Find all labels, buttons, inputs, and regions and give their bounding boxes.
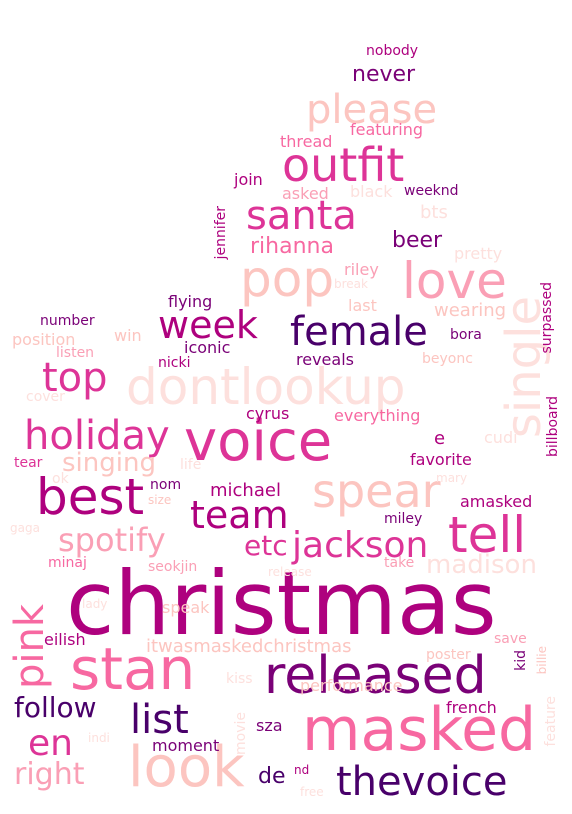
- word-last: last: [348, 296, 377, 315]
- word-please: please: [306, 87, 438, 133]
- word-lady: lady: [82, 597, 108, 611]
- word-asked: asked: [282, 184, 329, 203]
- word-thread: thread: [280, 132, 333, 151]
- word-indi: indi: [88, 731, 110, 745]
- word-christmas: christmas: [66, 552, 497, 655]
- word-spotify: spotify: [58, 521, 166, 559]
- word-never: never: [352, 62, 416, 87]
- word-release: release: [268, 565, 312, 579]
- word-reveals: reveals: [296, 350, 354, 369]
- word-everything: everything: [334, 406, 421, 425]
- word-spear: spear: [312, 464, 441, 518]
- word-sza: sza: [256, 716, 283, 735]
- word-singing: singing: [62, 448, 156, 478]
- word-right: right: [14, 757, 85, 792]
- word-cyrus: cyrus: [246, 404, 290, 423]
- word-best: best: [36, 468, 145, 526]
- word-mary: mary: [436, 471, 468, 485]
- word-weeknd: weeknd: [404, 183, 459, 199]
- word-stan: stan: [70, 635, 196, 703]
- word-gaga: gaga: [10, 521, 40, 535]
- word-voice: voice: [184, 409, 333, 474]
- word-win: win: [114, 326, 142, 345]
- word-break: break: [334, 277, 368, 291]
- word-nom: nom: [150, 477, 182, 493]
- word-love: love: [402, 252, 507, 310]
- word-michael: michael: [210, 480, 281, 501]
- word-madison: madison: [426, 550, 537, 580]
- word-bora: bora: [450, 327, 482, 343]
- word-flying: flying: [168, 292, 213, 311]
- word-nobody: nobody: [366, 43, 419, 59]
- word-french: french: [446, 698, 497, 717]
- word-riley: riley: [344, 260, 379, 279]
- word-thevoice: thevoice: [336, 759, 508, 805]
- word-free: free: [300, 785, 324, 799]
- word-feature: feature: [543, 696, 559, 747]
- word-listen: listen: [56, 345, 95, 361]
- word-featuring: featuring: [350, 120, 424, 139]
- word-cover: cover: [26, 389, 65, 405]
- word-cudi: cudi: [484, 428, 518, 447]
- word-masked: masked: [302, 695, 537, 765]
- word-kid: kiss: [226, 671, 253, 687]
- word-tear: tear: [14, 455, 43, 471]
- word-take: take: [384, 555, 415, 571]
- word-bts: bts: [420, 202, 448, 223]
- word-seokjin: seokjin: [148, 559, 198, 575]
- word-iconic: iconic: [184, 338, 231, 357]
- word-favorite: favorite: [410, 450, 472, 469]
- word-follow: follow: [14, 691, 97, 724]
- word-size: size: [148, 493, 172, 507]
- word-pretty: pretty: [454, 244, 503, 263]
- word-miley: miley: [384, 511, 423, 527]
- word-eilish: eilish: [44, 630, 86, 649]
- word-jennifer: jennifer: [213, 206, 229, 260]
- word-wearing: wearing: [434, 300, 507, 321]
- word-join: join: [234, 170, 263, 189]
- word-beyonc: beyonc: [422, 351, 473, 367]
- word-pop: pop: [240, 250, 335, 308]
- word-itwasmaskedchristmas: itwasmaskedchristmas: [146, 636, 352, 657]
- word-ok: ok: [52, 471, 69, 487]
- word-tell: tell: [448, 506, 527, 564]
- word-outfit: outfit: [282, 138, 405, 192]
- word-nicki: nicki: [158, 355, 191, 371]
- word-speak: speak: [162, 598, 210, 617]
- word-rihanna: rihanna: [250, 234, 334, 259]
- word-position: position: [12, 330, 76, 349]
- word-movie: movie: [233, 712, 249, 755]
- word-surpassed: surpassed: [539, 282, 555, 354]
- word-look: look: [128, 735, 245, 800]
- word-dontlookup: dontlookup: [126, 358, 406, 416]
- word-de: de: [258, 764, 286, 789]
- word-list: list: [130, 697, 189, 743]
- word-nd: nd: [294, 763, 310, 777]
- word-beer: beer: [392, 228, 443, 253]
- word-minaj: minaj: [48, 555, 87, 571]
- word-holiday: holiday: [24, 413, 170, 459]
- word-released: released: [264, 646, 487, 706]
- word-santa: santa: [246, 193, 357, 239]
- word-poster: poster: [426, 647, 471, 663]
- word-e: e: [434, 428, 446, 449]
- word-kiss: billie: [535, 646, 549, 675]
- word-jackson: jackson: [292, 525, 429, 566]
- word-en: en: [28, 723, 73, 764]
- word-life: life: [180, 457, 202, 473]
- word-etc: etc: [244, 529, 288, 562]
- word-female: female: [290, 309, 428, 355]
- word-moment: moment: [152, 736, 220, 755]
- word-save: save: [494, 631, 527, 647]
- word-billie: kid: [513, 650, 529, 671]
- word-amasked: amasked: [460, 492, 533, 511]
- word-top: top: [42, 355, 108, 401]
- word-team: team: [190, 493, 289, 537]
- word-week: week: [158, 303, 258, 347]
- word-number: number: [40, 313, 95, 329]
- word-billboard: billboard: [545, 396, 561, 457]
- word-performance: performance: [300, 676, 403, 695]
- word-black: black: [350, 182, 393, 201]
